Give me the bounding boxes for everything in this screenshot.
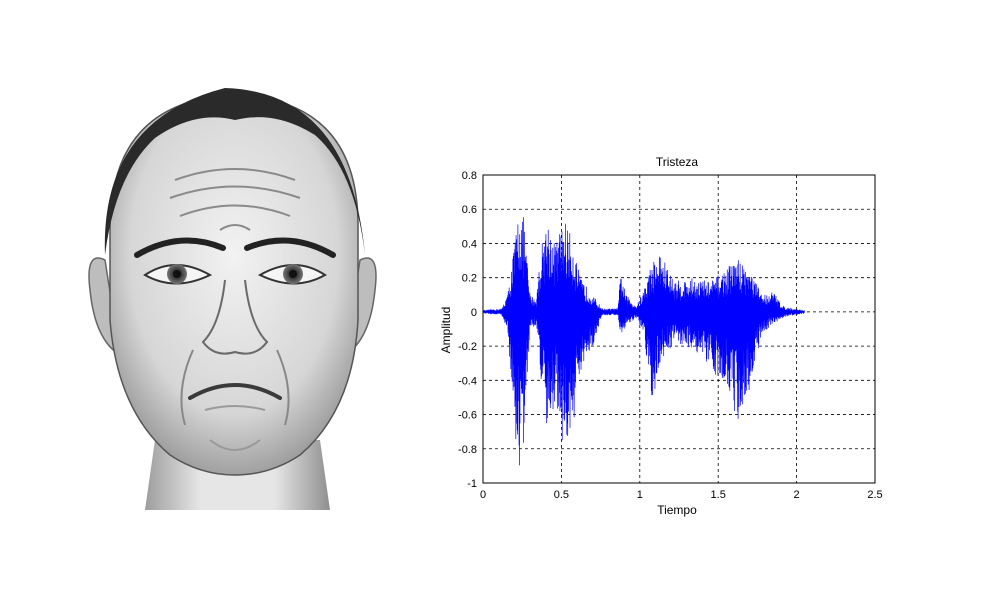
sad-face-drawing (88, 88, 377, 510)
waveform-plot: Tristeza 0 0.5 1 1.5 2 2.5 0.8 0.6 0.4 0.2 0 -0.2 -0… (439, 155, 883, 517)
x-tick-label: 2.5 (867, 489, 882, 501)
x-tick-label: 0.5 (554, 489, 569, 501)
y-tick-label: 0.6 (462, 204, 477, 216)
y-tick-label: -0.4 (458, 375, 477, 387)
x-tick-label: 1 (637, 489, 643, 501)
waveform-line (482, 217, 805, 466)
y-tick-label: -0.8 (458, 444, 477, 456)
sad-face-illustration (75, 80, 385, 520)
right-eyebrow (244, 237, 336, 258)
x-axis-label: Tiempo (657, 503, 697, 517)
x-tick-label: 1.5 (711, 489, 726, 501)
y-tick-label: 0.8 (462, 170, 477, 182)
cheek-folds (180, 349, 290, 426)
left-eyebrow (134, 237, 226, 258)
left-eye (143, 264, 213, 285)
y-axis-label: Amplitud (439, 307, 453, 354)
chart-title: Tristeza (656, 155, 699, 169)
forehead-wrinkles (169, 168, 301, 231)
grid (483, 175, 875, 483)
y-tick-label: -0.6 (458, 410, 477, 422)
plot-frame (482, 174, 876, 484)
y-tick-label: 0 (471, 307, 477, 319)
waveform-series (482, 217, 805, 466)
lower-lip (204, 405, 266, 411)
tick-labels: 0 0.5 1 1.5 2 2.5 0.8 0.6 0.4 0.2 0 -0.2 -0.4 -0.6 -0.… (458, 170, 883, 501)
y-tick-label: 0.4 (462, 238, 477, 250)
x-tick-label: 0 (480, 489, 486, 501)
y-tick-label: 0.2 (462, 273, 477, 285)
right-eye (257, 264, 327, 285)
head (109, 94, 359, 476)
nose (201, 279, 269, 355)
chin (209, 439, 261, 451)
waveform-chart: Tristeza 0 0.5 1 1.5 2 2.5 0.8 0.6 0.4 0.2 0 -0.2 -0… (430, 150, 900, 530)
y-tick-label: -1 (467, 478, 477, 490)
y-tick-label: -0.2 (458, 341, 477, 353)
frown-mouth (188, 383, 282, 400)
x-tick-label: 2 (794, 489, 800, 501)
